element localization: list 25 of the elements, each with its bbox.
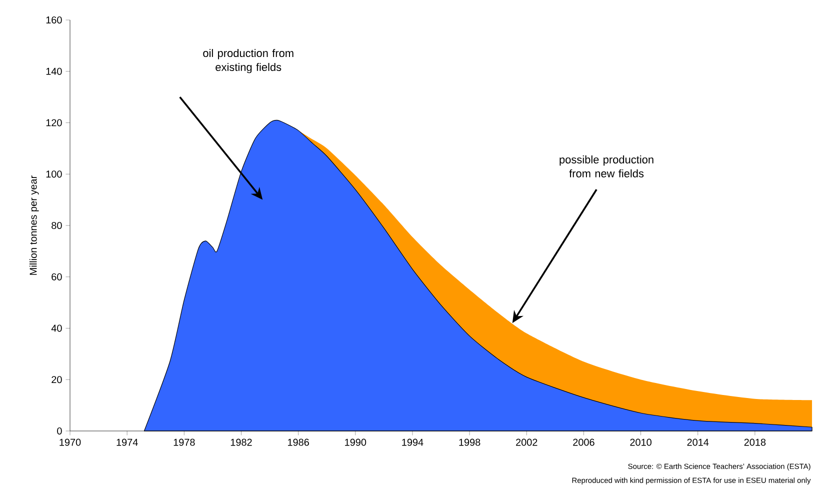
x-tick-label: 1990 <box>345 438 366 446</box>
x-tick-label: 2002 <box>516 438 538 446</box>
y-tick-label: 0 <box>57 427 62 435</box>
x-tick-label: 2014 <box>687 438 709 446</box>
x-tick-label: 2018 <box>744 438 766 446</box>
y-tick-label: 160 <box>46 16 62 24</box>
x-tick-label: 2006 <box>573 438 594 446</box>
y-axis-title: Million tonnes per year <box>29 176 39 275</box>
y-tick-label: 140 <box>46 68 62 75</box>
x-tick-label: 2010 <box>630 438 652 446</box>
y-tick-label: 100 <box>46 170 62 178</box>
y-tick-label: 120 <box>46 119 62 126</box>
x-tick-label: 1994 <box>402 438 424 446</box>
x-tick-label: 1978 <box>174 438 195 446</box>
annotation: possible production from new fields <box>560 155 654 178</box>
annotation: oil production from existing fields <box>203 49 294 74</box>
x-tick-label: 1986 <box>288 438 309 446</box>
x-tick-label: 1998 <box>459 438 480 446</box>
y-tick-label: 80 <box>52 222 62 230</box>
y-tick-label: 20 <box>52 376 62 384</box>
y-tick-label: 60 <box>52 273 62 280</box>
y-tick-label: 40 <box>51 324 62 332</box>
x-tick-label: 1970 <box>60 438 81 446</box>
x-tick-label: 1982 <box>230 438 252 446</box>
x-tick-label: 1974 <box>116 438 138 446</box>
